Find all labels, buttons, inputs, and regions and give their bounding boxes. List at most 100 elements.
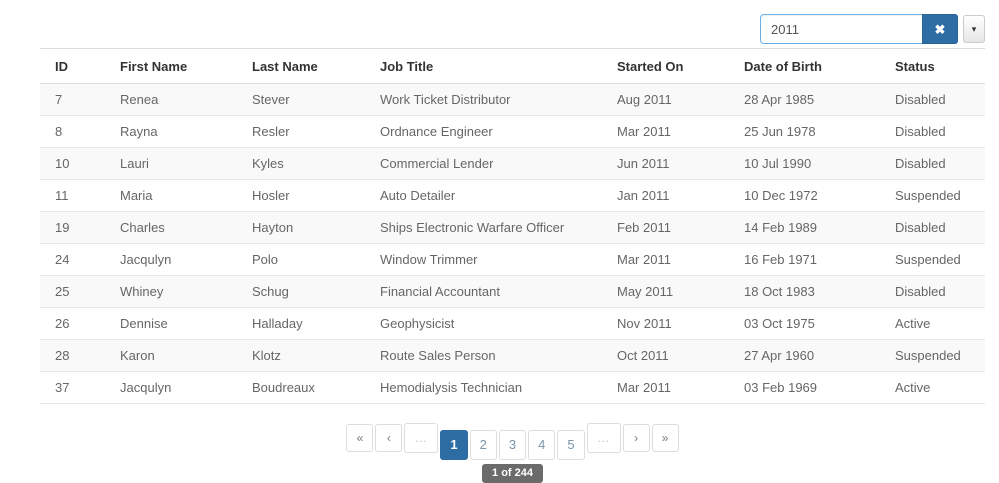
table-cell: Window Trimmer	[365, 243, 602, 276]
table-cell: Boudreaux	[237, 371, 365, 404]
last-page-button[interactable]: »	[651, 423, 679, 453]
table-cell: Kyles	[237, 147, 365, 180]
table-cell: Mar 2011	[602, 371, 729, 404]
column-header[interactable]: Job Title	[365, 48, 602, 84]
table-row[interactable]: 26 Dennise Halladay Geophysicist Nov 2011 03 …	[40, 307, 985, 340]
pagination-item: 5	[557, 416, 585, 461]
ellipsis-right[interactable]: …	[586, 423, 621, 454]
table-cell: 10 Jul 1990	[729, 147, 880, 180]
prev-page-button[interactable]: ‹	[375, 423, 403, 453]
table-row[interactable]: 7 Renea Stever Work Ticket Distributor Aug 2…	[40, 83, 985, 116]
table-cell: Auto Detailer	[365, 179, 602, 212]
table-cell: Whiney	[105, 275, 237, 308]
table-cell: 03 Feb 1969	[729, 371, 880, 404]
table-cell: Disabled	[895, 92, 946, 107]
table-cell: May 2011	[602, 275, 729, 308]
table-cell: Mar 2011	[602, 243, 729, 276]
table-cell: Disabled	[880, 275, 985, 308]
table-cell: Nov 2011	[602, 307, 729, 340]
table-cell: 8	[40, 115, 105, 148]
column-header[interactable]: First Name	[105, 48, 237, 84]
ellipsis-left[interactable]: …	[404, 423, 439, 454]
table-row[interactable]: 28 Karon Klotz Route Sales Person Oct 2011 27…	[40, 339, 985, 372]
table-cell: Renea	[120, 92, 159, 107]
column-header[interactable]: Last Name	[237, 48, 365, 84]
pagination: «‹… 1 2 3 4 5… ›»	[345, 416, 679, 461]
table-cell: 03 Oct 1975	[729, 307, 880, 340]
table-row[interactable]: 19 Charles Hayton Ships Electronic Warfare …	[40, 211, 985, 244]
pagination-item: »	[651, 423, 679, 453]
caret-down-icon: ▾	[971, 23, 977, 34]
pagination-item: «	[346, 423, 374, 453]
table-cell: Karon	[105, 339, 237, 372]
page-4-button[interactable]: 4	[528, 430, 556, 461]
table-cell: 27 Apr 1960	[729, 339, 880, 372]
table-cell: Jun 2011	[602, 147, 729, 180]
search-options-dropdown-button[interactable]: ▾	[963, 15, 985, 43]
search-group: ✖ ▾	[760, 14, 985, 44]
table-cell: Aug 2011	[617, 92, 672, 107]
table-body: 7 Renea Stever Work Ticket Distributor Aug 2…	[40, 83, 985, 404]
table-cell: Stever	[252, 92, 290, 107]
data-grid-table: ID First Name Last Name Job Title Started On…	[40, 48, 985, 404]
table-cell: Disabled	[880, 147, 985, 180]
table-cell: Active	[880, 307, 985, 340]
table-cell: Klotz	[237, 339, 365, 372]
table-cell: Oct 2011	[602, 339, 729, 372]
table-cell: 16 Feb 1971	[729, 243, 880, 276]
table-row[interactable]: 11 Maria Hosler Auto Detailer Jan 2011 10 Dec…	[40, 179, 985, 212]
pagination-item: ‹	[375, 423, 403, 453]
table-row[interactable]: 10 Lauri Kyles Commercial Lender Jun 2011 10 …	[40, 147, 985, 180]
table-cell: Schug	[237, 275, 365, 308]
table-row[interactable]: 24 Jacqulyn Polo Window Trimmer Mar 2011 16 F…	[40, 243, 985, 276]
grid-toolbar: ✖ ▾	[40, 14, 985, 44]
table-header-row: ID First Name Last Name Job Title Started On…	[40, 48, 985, 84]
table-cell: Ordnance Engineer	[365, 115, 602, 148]
table-cell: Dennise	[105, 307, 237, 340]
pagination-item: 3	[498, 416, 527, 461]
page-1-button[interactable]: 1	[440, 430, 468, 461]
search-input[interactable]	[760, 14, 922, 44]
pager-area: «‹… 1 2 3 4 5… ›» 1 of 244	[40, 416, 985, 483]
pagination-item: …	[404, 423, 439, 454]
table-cell: Financial Accountant	[365, 275, 602, 308]
table-row[interactable]: 25 Whiney Schug Financial Accountant May 201…	[40, 275, 985, 308]
table-cell: Jacqulyn	[105, 371, 237, 404]
page-5-button[interactable]: 5	[557, 430, 585, 461]
column-header[interactable]: Status	[880, 48, 985, 84]
page-indicator-tooltip: 1 of 244	[482, 464, 543, 483]
table-cell: 37	[40, 371, 105, 404]
next-page-button[interactable]: ›	[622, 423, 650, 453]
table-cell: 26	[40, 307, 105, 340]
page-3-button[interactable]: 3	[498, 430, 527, 461]
table-cell: Route Sales Person	[365, 339, 602, 372]
table-cell: 28 Apr 1985	[744, 92, 815, 107]
column-header[interactable]: ID	[40, 48, 105, 84]
table-cell: Suspended	[880, 179, 985, 212]
table-cell: Maria	[105, 179, 237, 212]
table-cell: 7	[55, 92, 63, 107]
column-header[interactable]: Date of Birth	[729, 48, 880, 84]
table-cell: Polo	[237, 243, 365, 276]
pagination-item: …	[586, 423, 621, 454]
table-cell: 24	[40, 243, 105, 276]
table-cell: Rayna	[105, 115, 237, 148]
table-cell: 10 Dec 1972	[729, 179, 880, 212]
table-cell: Halladay	[237, 307, 365, 340]
table-cell: Hemodialysis Technician	[365, 371, 602, 404]
page-2-button[interactable]: 2	[469, 430, 497, 461]
table-cell: Suspended	[880, 339, 985, 372]
table-cell: 10	[40, 147, 105, 180]
column-header[interactable]: Started On	[602, 48, 729, 84]
table-cell: Ships Electronic Warfare Officer	[365, 211, 602, 244]
table-row[interactable]: 8 Rayna Resler Ordnance Engineer Mar 2011 25 …	[40, 115, 985, 148]
table-cell: Disabled	[880, 211, 985, 244]
table-row[interactable]: 37 Jacqulyn Boudreaux Hemodialysis Technici…	[40, 371, 985, 404]
clear-search-button[interactable]: ✖	[922, 14, 958, 44]
table-cell: Hayton	[237, 211, 365, 244]
table-cell: Suspended	[880, 243, 985, 276]
first-page-button[interactable]: «	[346, 423, 374, 453]
table-cell: 18 Oct 1983	[729, 275, 880, 308]
table-cell: Work Ticket Distributor	[380, 92, 511, 107]
table-cell: Hosler	[237, 179, 365, 212]
